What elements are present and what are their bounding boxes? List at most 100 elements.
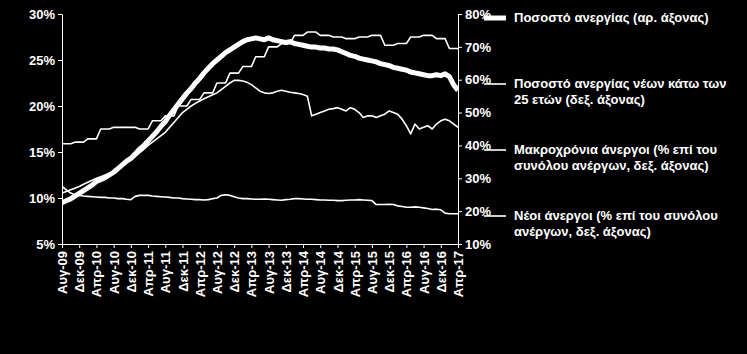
- legend-item: Ποσοστό ανεργίας (αρ. άξονας): [484, 10, 709, 25]
- tick: 5%: [36, 237, 62, 252]
- tick-label: Αυγ-15: [365, 251, 380, 294]
- tick-mark: [286, 244, 287, 248]
- legend-label-line: 25 ετών (δεξ. άξονας): [514, 92, 645, 107]
- tick-mark: [165, 244, 166, 248]
- tick-mark: [424, 244, 425, 248]
- tick: Απρ-15: [348, 244, 363, 297]
- tick: Αυγ-09: [55, 244, 70, 294]
- legend-label-line: Νέοι άνεργοι (% επί του συνόλου: [514, 208, 721, 223]
- tick: 60%: [458, 72, 491, 87]
- tick-label: 30%: [465, 171, 491, 186]
- tick-label: 15%: [29, 145, 55, 160]
- tick: Απρ-16: [399, 244, 414, 297]
- tick-mark: [217, 244, 218, 248]
- tick-mark: [458, 178, 462, 179]
- tick-mark: [355, 244, 356, 248]
- tick: Δεκ-12: [227, 244, 242, 293]
- tick: Δεκ-10: [124, 244, 139, 293]
- tick-label: Απρ-16: [399, 251, 414, 297]
- tick: Αυγ-11: [158, 244, 173, 293]
- tick: Δεκ-13: [279, 244, 294, 293]
- tick-label: 5%: [36, 237, 55, 252]
- y-axis: 5%10%15%20%25%30%: [29, 7, 63, 252]
- tick-label: Αυγ-12: [210, 251, 225, 294]
- legend-swatch: [484, 83, 506, 85]
- tick-label: Απρ-15: [348, 251, 363, 297]
- series-line: [62, 38, 458, 203]
- tick: 10%: [458, 237, 491, 252]
- tick-mark: [58, 106, 62, 107]
- tick-label: 70%: [465, 40, 491, 55]
- tick: Αυγ-12: [210, 244, 225, 294]
- tick-label: 40%: [465, 138, 491, 153]
- axis-line: [459, 15, 463, 245]
- tick-label: 10%: [465, 237, 491, 252]
- tick: Απρ-13: [244, 244, 259, 297]
- series-line: [62, 187, 458, 214]
- tick: Απρ-17: [451, 244, 466, 297]
- legend-item: Νέοι άνεργοι (% επί του συνόλου ανέργων,…: [484, 208, 721, 239]
- tick-mark: [148, 244, 149, 248]
- tick-label: Δεκ-11: [176, 251, 191, 292]
- tick-mark: [458, 80, 462, 81]
- tick-mark: [269, 244, 270, 248]
- tick-label: Δεκ-13: [279, 251, 294, 293]
- x-axis: Αυγ-09Δεκ-09Απρ-10Αυγ-10Δεκ-10Απρ-11Αυγ-…: [55, 244, 466, 297]
- tick-mark: [114, 244, 115, 248]
- tick-mark: [406, 244, 407, 248]
- plot-area: [62, 32, 458, 214]
- tick: Αυγ-16: [417, 244, 432, 294]
- tick-label: 25%: [29, 53, 55, 68]
- tick-mark: [200, 244, 201, 248]
- tick: Δεκ-14: [331, 244, 346, 293]
- tick: Απρ-14: [296, 244, 311, 297]
- tick-mark: [458, 47, 462, 48]
- tick-label: 60%: [465, 72, 491, 87]
- legend-label: Ποσοστό ανεργίας νέων κάτω των 25 ετών (…: [514, 76, 730, 107]
- legend-swatch: [484, 149, 506, 151]
- series-line: [62, 32, 458, 144]
- tick-label: Αυγ-14: [313, 250, 328, 294]
- legend-label-line: συνόλου ανέργων, δεξ. άξονας): [514, 158, 709, 173]
- tick: Αυγ-14: [313, 244, 328, 294]
- tick-mark: [303, 244, 304, 248]
- tick-mark: [62, 244, 63, 248]
- tick-mark: [58, 152, 62, 153]
- tick-label: Αυγ-09: [55, 251, 70, 294]
- tick-label: Απρ-11: [141, 251, 156, 296]
- tick: 70%: [458, 40, 491, 55]
- legend-label-line: ανέργων, δεξ. άξονας): [514, 224, 651, 239]
- legend-item: Μακροχρόνια άνεργοι (% επί του συνόλου α…: [484, 142, 721, 173]
- tick-mark: [58, 60, 62, 61]
- tick-mark: [251, 244, 252, 248]
- legend-label-line: Ποσοστό ανεργίας νέων κάτω των: [514, 76, 730, 91]
- legend-label: Ποσοστό ανεργίας (αρ. άξονας): [514, 10, 709, 25]
- legend-swatch: [484, 215, 506, 217]
- tick-label: Απρ-12: [193, 251, 208, 297]
- tick-mark: [320, 244, 321, 248]
- legend-label: Νέοι άνεργοι (% επί του συνόλου ανέργων,…: [514, 208, 721, 239]
- tick: Απρ-12: [193, 244, 208, 297]
- legend: Ποσοστό ανεργίας (αρ. άξονας) Ποσοστό ανε…: [484, 10, 730, 239]
- tick-mark: [458, 145, 462, 146]
- tick-label: Απρ-10: [89, 251, 104, 297]
- tick-mark: [183, 244, 184, 248]
- axis-line: [58, 15, 63, 245]
- tick: Δεκ-09: [72, 244, 87, 293]
- legend-label: Μακροχρόνια άνεργοι (% επί του συνόλου α…: [514, 142, 721, 173]
- background: [0, 0, 747, 354]
- tick-mark: [234, 244, 235, 248]
- tick-label: Αυγ-16: [417, 251, 432, 294]
- tick: 30%: [458, 171, 491, 186]
- tick-label: 30%: [29, 7, 55, 22]
- tick: Αυγ-15: [365, 244, 380, 294]
- tick-label: Δεκ-15: [382, 251, 397, 293]
- tick: 20%: [29, 99, 62, 114]
- tick: Απρ-10: [89, 244, 104, 297]
- tick-mark: [458, 14, 462, 15]
- tick-mark: [458, 244, 459, 248]
- legend-item: Ποσοστό ανεργίας νέων κάτω των 25 ετών (…: [484, 76, 730, 107]
- tick: Αυγ-13: [262, 244, 277, 294]
- tick-mark: [389, 244, 390, 248]
- tick-mark: [58, 244, 62, 245]
